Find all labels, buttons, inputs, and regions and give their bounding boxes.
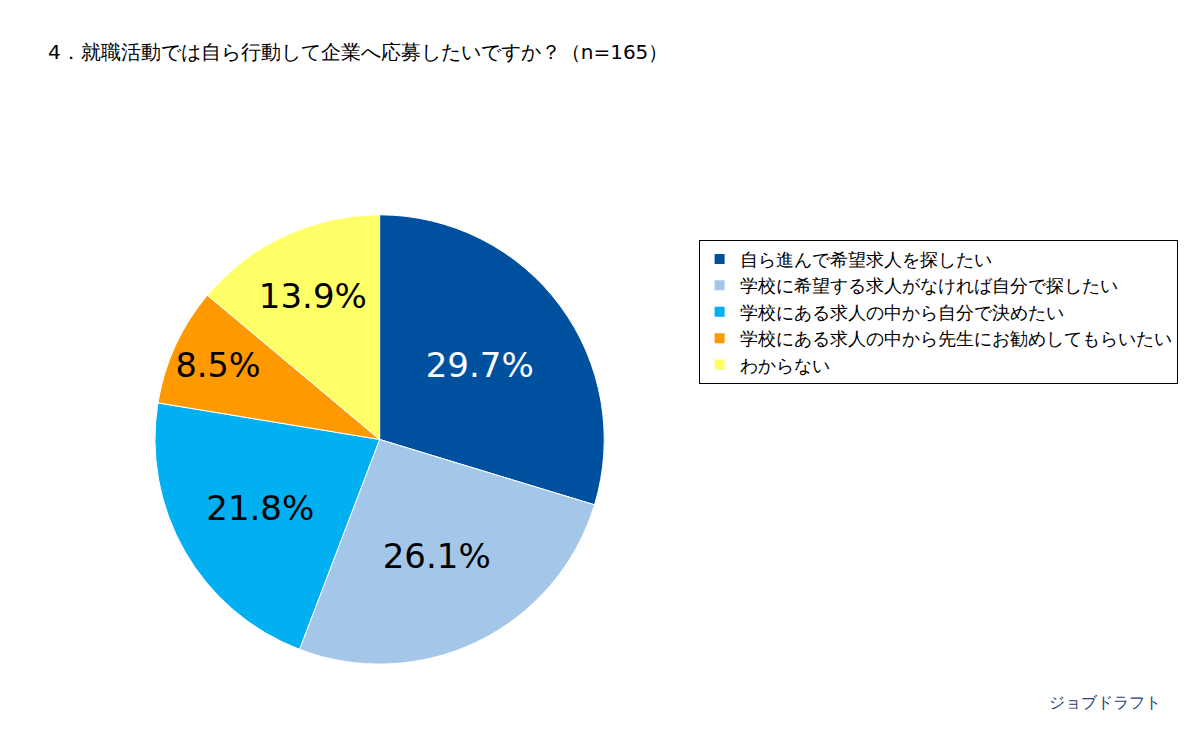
svg-text:学校にある求人の中から先生にお勧めしてもらいたい: 学校にある求人の中から先生にお勧めしてもらいたい xyxy=(740,328,1172,349)
svg-text:21.8%: 21.8% xyxy=(206,488,314,528)
svg-text:4．就職活動では自ら行動して企業へ応募したいですか？（n=1: 4．就職活動では自ら行動して企業へ応募したいですか？（n=165） xyxy=(48,40,668,64)
svg-text:自ら進んで希望求人を探したい: 自ら進んで希望求人を探したい xyxy=(740,249,992,270)
svg-text:13.9%: 13.9% xyxy=(259,276,367,316)
svg-text:わからない: わからない xyxy=(740,355,830,376)
svg-text:ジョブドラフト: ジョブドラフト xyxy=(1049,693,1161,712)
svg-text:29.7%: 29.7% xyxy=(426,345,534,385)
svg-text:学校にある求人の中から自分で決めたい: 学校にある求人の中から自分で決めたい xyxy=(740,302,1064,323)
svg-text:8.5%: 8.5% xyxy=(176,346,261,385)
svg-text:学校に希望する求人がなければ自分で探したい: 学校に希望する求人がなければ自分で探したい xyxy=(740,275,1118,296)
svg-text:26.1%: 26.1% xyxy=(383,536,491,576)
